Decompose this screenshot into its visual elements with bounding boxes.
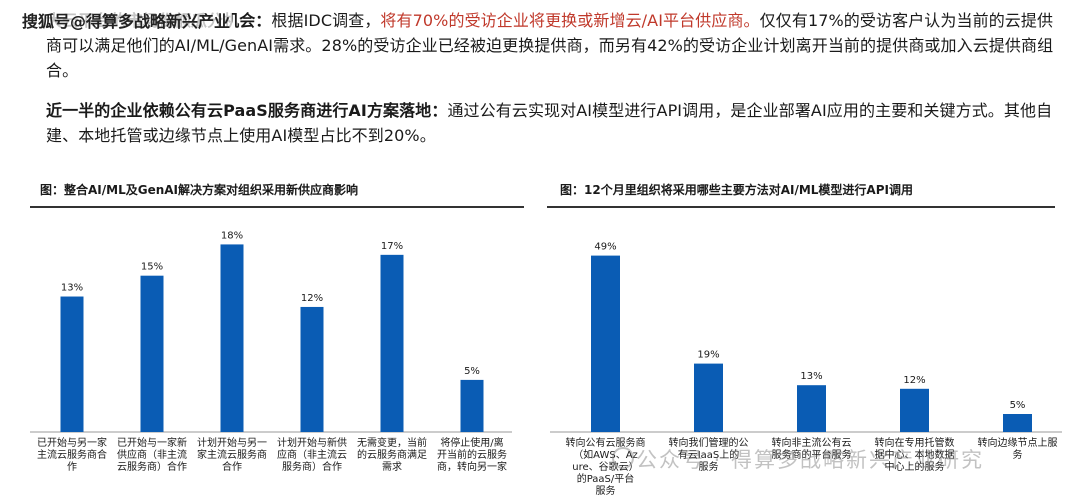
chart2-data-label: 19% [697, 350, 719, 361]
chart2-data-label: 13% [800, 371, 822, 382]
chart2-category-label: 转向边缘节点上服务 [978, 436, 1058, 461]
chart2-data-label: 12% [903, 375, 925, 386]
chart2-bar [900, 388, 929, 432]
chart1-data-label: 18% [221, 230, 243, 241]
chart1-data-label: 13% [61, 283, 83, 294]
chart1-bar [300, 306, 324, 432]
chart2-bar [694, 363, 723, 432]
chart1-bar [460, 379, 484, 432]
watermark: 公众号 · 得算多战略新兴产业研究 [636, 448, 985, 472]
chart2-bar [591, 255, 620, 432]
chart1-bar [140, 275, 164, 432]
watermark-logo-icon [612, 447, 634, 469]
chart1-title-rule [30, 206, 524, 208]
chart1-category-label: 无需变更，当前的云服务商满足需求 [357, 436, 427, 473]
chart1-category-label: 将停止使用/离开当前的云服务商，转向另一家 [437, 436, 507, 473]
chart2-data-label: 49% [594, 242, 616, 253]
paragraph-paas: 近一半的企业依赖公有云PaaS服务商进行AI方案落地：通过公有云实现对AI模型进… [46, 98, 1056, 148]
chart1-bar [220, 244, 244, 432]
paragraph1-text-b: 仅仅有17%的受访客户认为当前的云提供商可以满足他们的AI/ML/GenAI需求… [46, 11, 1054, 80]
sohu-overlay-label: 搜狐号@得算多战略新兴产业 [20, 8, 233, 32]
chart1-data-label: 17% [381, 241, 403, 252]
chart1-data-label: 15% [141, 262, 163, 273]
chart1-category-label: 计划开始与新供应商（非主流云服务商）合作 [277, 436, 347, 473]
chart1-category-label: 计划开始与另一家主流云服务商合作 [197, 436, 267, 473]
chart1-data-label: 5% [464, 366, 480, 377]
chart2-category-label: 转向我们管理的公有云IaaS上的服务 [669, 436, 749, 473]
paragraph2-lead: 近一半的企业依赖公有云PaaS服务商进行AI方案落地： [46, 101, 448, 120]
paragraph1-text-a: 根据IDC调查， [271, 11, 381, 30]
paragraph1-highlight: 将有70%的受访企业将更换或新增云/AI平台供应商。 [380, 11, 760, 30]
chart1-category-label: 已开始与一家新供应商（非主流云服务商）合作 [117, 436, 187, 473]
chart1-title: 图：整合AI/ML及GenAI解决方案对组织采用新供应商影响 [40, 183, 359, 197]
chart1-category-label: 已开始与另一家主流云服务商合作 [37, 436, 107, 473]
chart2-category-label: 转向非主流公有云服务商的平台服务 [772, 436, 852, 461]
chart1-bar [380, 254, 404, 432]
chart2-category-label: 转向公有云服务商（如AWS、Az ure、谷歌云）的PaaS/平台服务 [566, 436, 646, 497]
chart2-title: 图：12个月里组织将采用哪些主要方法对AI/ML模型进行API调用 [560, 183, 913, 197]
chart2-title-rule [547, 206, 1055, 208]
chart2-bar [797, 385, 826, 432]
chart2-category-label: 转向在专用托管数据中心、本地数据中心上的服务 [875, 436, 955, 473]
chart1-bar [60, 296, 84, 432]
chart2-bar [1003, 414, 1032, 432]
chart2-data-label: 5% [1010, 400, 1026, 411]
chart1-data-label: 12% [301, 293, 323, 304]
paragraph2-text: 通过公有云实现对AI模型进行API调用，是企业部署AI应用的主要和关键方式。其他… [46, 101, 1053, 145]
